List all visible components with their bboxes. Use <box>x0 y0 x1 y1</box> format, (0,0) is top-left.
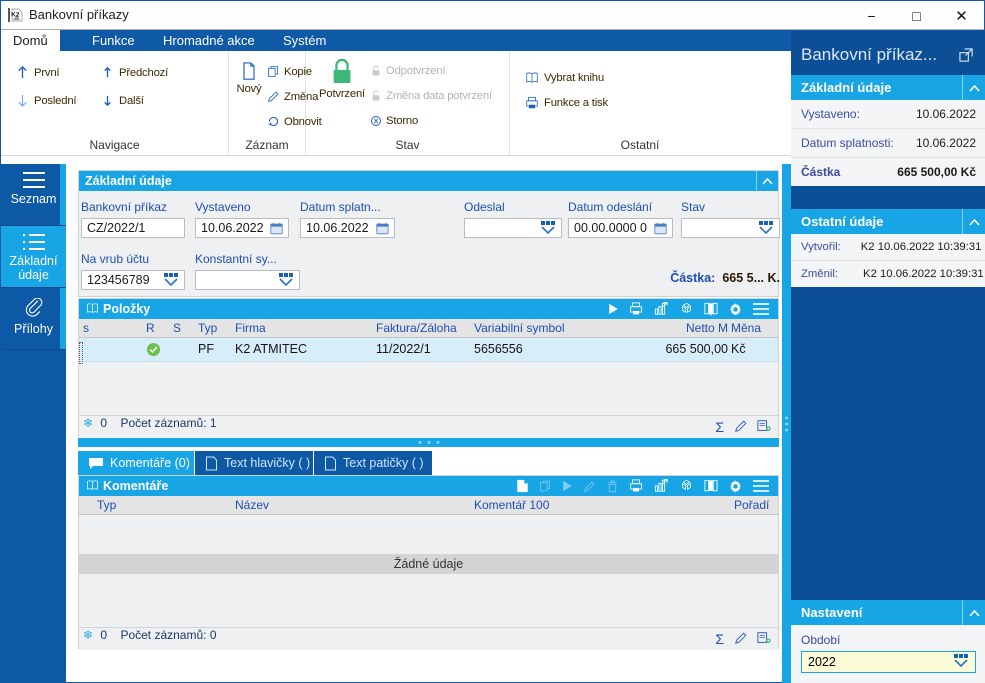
svg-text:K2: K2 <box>11 12 20 19</box>
